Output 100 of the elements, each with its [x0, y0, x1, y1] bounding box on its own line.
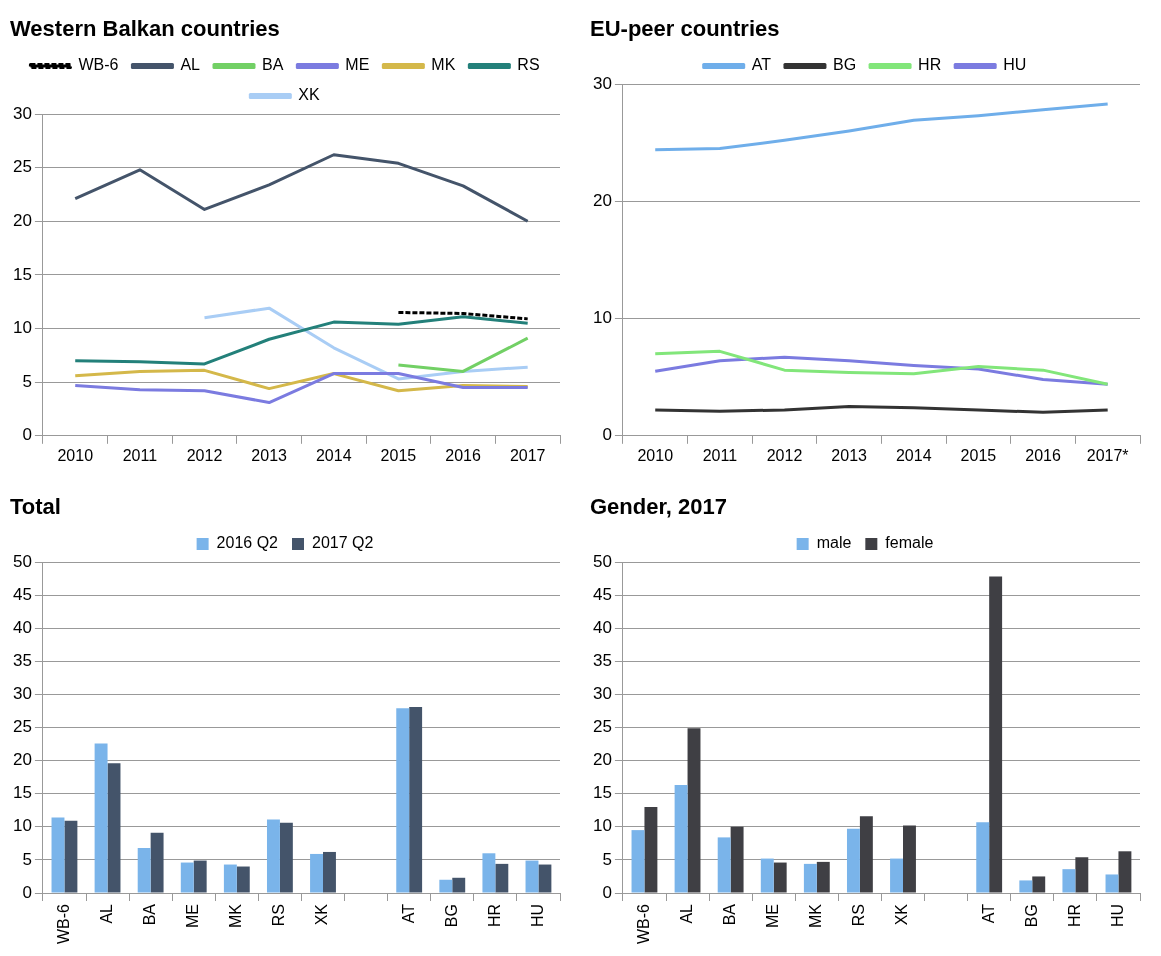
y-tick-label: 45	[592, 584, 612, 604]
bar	[137, 847, 151, 893]
bar	[409, 706, 423, 893]
x-tick-label: RS	[270, 904, 288, 927]
x-tick-label: HU	[1108, 904, 1126, 928]
y-tick-label: 40	[12, 617, 32, 637]
x-tick-label: BA	[721, 903, 739, 926]
y-tick-label: 45	[12, 584, 32, 604]
bar	[687, 728, 701, 893]
x-tick-label: HU	[528, 904, 546, 928]
bar	[223, 864, 237, 893]
bar	[94, 743, 108, 893]
y-tick-label: 10	[592, 308, 612, 328]
y-tick-label: 50	[12, 551, 32, 571]
x-tick-label: 2014	[895, 446, 932, 464]
y-tick-label: 25	[12, 157, 32, 177]
x-tick-label: 2017	[509, 446, 546, 464]
y-tick-label: 10	[12, 318, 32, 338]
chart-title: Western Balkan countries	[10, 16, 281, 43]
bar	[730, 826, 744, 893]
y-tick-label: 20	[12, 210, 32, 230]
x-tick-label: MK	[227, 903, 245, 928]
legend-label: 2017 Q2	[312, 534, 374, 552]
x-tick-label: WB-6	[54, 903, 72, 944]
y-tick-label: 30	[592, 73, 612, 93]
legend-label: AL	[180, 56, 201, 74]
x-tick-label: 2013	[251, 446, 288, 464]
x-tick-label: 2015	[380, 446, 417, 464]
legend-label: AT	[751, 56, 772, 74]
x-tick-label: XK	[313, 903, 331, 926]
y-tick-label: 20	[592, 190, 612, 210]
bar	[859, 816, 873, 893]
bar	[760, 858, 774, 893]
bar	[890, 858, 903, 893]
bar	[1105, 874, 1119, 893]
x-tick-label: 2016	[445, 446, 481, 464]
x-tick-label: AT	[399, 903, 417, 924]
y-tick-label: 30	[12, 684, 32, 704]
chart-title: Gender, 2017	[590, 494, 728, 521]
bar	[64, 820, 78, 893]
y-tick-label: 20	[592, 750, 612, 770]
legend-label: male	[816, 534, 852, 552]
x-tick-label: WB-6	[634, 903, 652, 944]
x-tick-label: AL	[97, 903, 115, 924]
y-tick-label: 35	[12, 650, 32, 670]
y-tick-label: 20	[12, 750, 32, 770]
y-tick-label: 25	[592, 717, 612, 737]
bar	[236, 866, 250, 893]
bar	[631, 830, 645, 893]
x-tick-label: ME	[764, 904, 782, 928]
bar	[396, 708, 410, 893]
bar	[439, 879, 453, 893]
y-tick-label: 0	[22, 882, 32, 902]
x-tick-label: 2015	[960, 446, 997, 464]
x-tick-label: AL	[677, 903, 695, 924]
legend-label: 2016 Q2	[216, 534, 279, 552]
x-tick-label: 2011	[122, 446, 158, 464]
bar	[107, 763, 121, 893]
x-tick-label: 2017*	[1086, 446, 1129, 464]
bar	[976, 822, 990, 893]
bar	[279, 822, 293, 893]
y-tick-label: 30	[592, 684, 612, 704]
x-tick-label: RS	[850, 904, 868, 927]
bar	[180, 862, 194, 893]
y-tick-label: 15	[12, 264, 32, 284]
x-tick-label: ME	[184, 904, 202, 928]
bar	[1019, 880, 1033, 893]
y-tick-label: 10	[12, 816, 32, 836]
x-tick-label: HR	[1065, 904, 1083, 928]
x-tick-label: HR	[485, 904, 503, 928]
x-tick-label: 2013	[831, 446, 868, 464]
x-tick-label: BG	[442, 904, 460, 928]
bar	[803, 863, 817, 893]
bar	[1062, 869, 1076, 893]
legend-label: RS	[517, 56, 540, 74]
bar	[482, 853, 496, 893]
x-tick-label: 2014	[315, 446, 352, 464]
y-tick-label: 15	[592, 783, 612, 803]
bar	[538, 864, 552, 893]
legend-label: BA	[262, 56, 284, 74]
bar	[989, 576, 1003, 893]
bar	[193, 860, 207, 893]
bar	[495, 863, 509, 893]
x-tick-label: 2011	[702, 446, 738, 464]
legend-label: MK	[431, 56, 456, 74]
y-tick-label: 10	[592, 816, 612, 836]
y-tick-label: 35	[592, 650, 612, 670]
y-tick-label: 30	[12, 103, 32, 123]
bar	[674, 785, 688, 893]
y-tick-label: 50	[592, 551, 612, 571]
y-tick-label: 40	[592, 617, 612, 637]
legend-label: female	[885, 534, 934, 552]
x-tick-label: 2010	[57, 446, 94, 464]
bar	[310, 853, 323, 893]
bar	[1118, 851, 1132, 893]
bar	[452, 877, 466, 893]
bar	[525, 860, 539, 893]
y-tick-label: 15	[12, 783, 32, 803]
legend-label: HU	[1003, 56, 1027, 74]
y-tick-label: 0	[602, 882, 612, 902]
